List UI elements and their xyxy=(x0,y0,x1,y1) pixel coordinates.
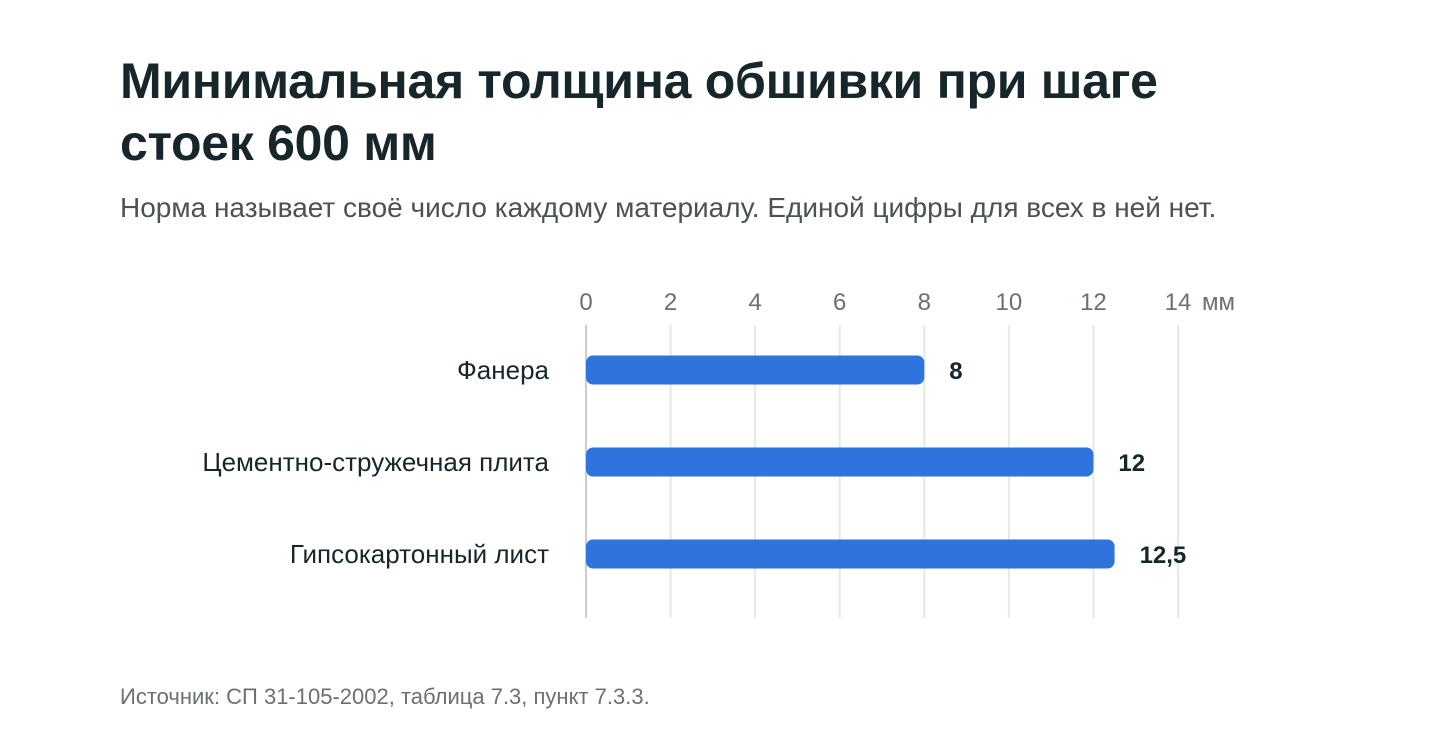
value-labels: 8 12 12,5 xyxy=(949,358,1186,569)
chart-title: Минимальная толщина обшивки при шаге сто… xyxy=(120,53,1158,171)
source-note: Источник: СП 31-105-2002, таблица 7.3, п… xyxy=(120,684,650,709)
x-tick-label: 2 xyxy=(664,289,677,316)
x-tick-label: 8 xyxy=(918,289,931,316)
x-tick-label: 14 xyxy=(1165,289,1192,316)
value-label: 12 xyxy=(1118,450,1145,477)
x-tick-label: 10 xyxy=(996,289,1023,316)
x-tick-label: 12 xyxy=(1080,289,1107,316)
value-label: 12,5 xyxy=(1140,542,1187,569)
x-axis-unit: мм xyxy=(1202,289,1235,316)
bars xyxy=(586,355,1115,569)
category-label: Гипсокартонный лист xyxy=(290,539,549,569)
category-labels: Фанера Цементно-стружечная плита Гипсокарт… xyxy=(202,355,549,569)
x-tick-label: 0 xyxy=(579,289,592,316)
value-label: 8 xyxy=(949,358,962,385)
category-label: Фанера xyxy=(457,355,550,385)
chart-subtitle: Норма называет своё число каждому матери… xyxy=(120,192,1217,223)
x-axis-ticks: 0 2 4 6 8 10 12 14 мм xyxy=(579,289,1235,316)
x-tick-label: 6 xyxy=(833,289,846,316)
x-tick-label: 4 xyxy=(748,289,761,316)
category-label: Цементно-стружечная плита xyxy=(202,447,549,477)
bar xyxy=(586,539,1115,569)
bar xyxy=(586,447,1094,477)
bar xyxy=(586,355,925,385)
